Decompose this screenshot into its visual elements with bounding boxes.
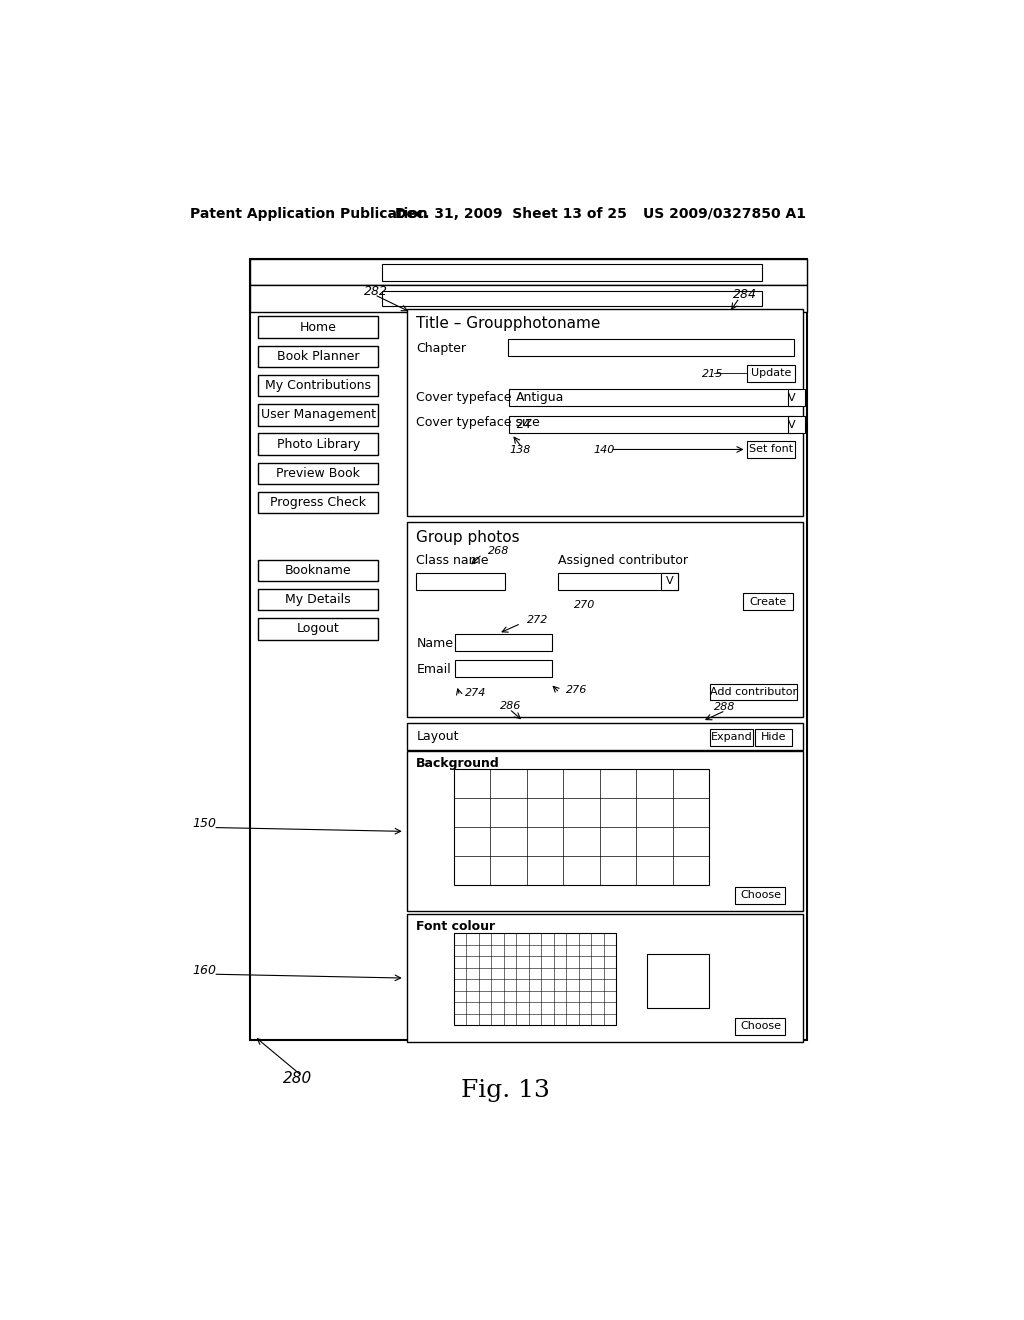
Text: Patent Application Publication: Patent Application Publication <box>190 207 428 220</box>
Bar <box>407 723 803 750</box>
Text: Preview Book: Preview Book <box>276 467 360 480</box>
Text: Layout: Layout <box>417 730 459 743</box>
Bar <box>258 462 378 484</box>
Text: 138: 138 <box>509 445 530 455</box>
Bar <box>647 954 710 1007</box>
Bar <box>258 433 378 455</box>
Text: 286: 286 <box>500 701 521 711</box>
Bar <box>509 389 793 407</box>
Text: 284: 284 <box>733 288 758 301</box>
Bar <box>710 684 797 701</box>
Text: Progress Check: Progress Check <box>270 496 367 510</box>
Bar <box>407 913 803 1043</box>
Text: Set font: Set font <box>750 445 794 454</box>
Text: Class name: Class name <box>417 554 488 566</box>
Bar <box>407 309 803 516</box>
Text: Cover typeface: Cover typeface <box>417 391 512 404</box>
Bar <box>258 560 378 581</box>
Text: 268: 268 <box>488 546 510 556</box>
Text: Font colour: Font colour <box>417 920 496 933</box>
Text: V: V <box>788 420 796 430</box>
Text: My Contributions: My Contributions <box>265 379 372 392</box>
Text: Bookname: Bookname <box>285 564 351 577</box>
Bar <box>382 264 762 281</box>
Bar <box>407 751 803 911</box>
Bar <box>258 618 378 640</box>
Text: Update: Update <box>751 368 792 379</box>
Text: Dec. 31, 2009  Sheet 13 of 25: Dec. 31, 2009 Sheet 13 of 25 <box>395 207 628 220</box>
Bar <box>742 594 793 610</box>
Bar <box>455 660 552 677</box>
Text: Group photos: Group photos <box>417 529 520 545</box>
Bar <box>382 290 762 306</box>
Text: 276: 276 <box>566 685 587 694</box>
Text: 150: 150 <box>193 817 216 830</box>
Bar <box>258 317 378 338</box>
Bar <box>251 285 807 313</box>
Bar <box>755 729 793 746</box>
Bar <box>662 573 678 590</box>
Text: 270: 270 <box>573 601 595 610</box>
Bar <box>710 729 753 746</box>
Bar <box>258 404 378 425</box>
Text: 280: 280 <box>283 1071 312 1086</box>
Text: Expand: Expand <box>711 733 753 742</box>
Text: 272: 272 <box>527 615 549 626</box>
Text: Email: Email <box>417 663 451 676</box>
Text: Chapter: Chapter <box>417 342 466 355</box>
Bar <box>258 375 378 396</box>
Bar <box>258 346 378 367</box>
Bar <box>454 933 616 1026</box>
Text: Title – Groupphotoname: Title – Groupphotoname <box>417 317 601 331</box>
Text: User Management: User Management <box>261 408 376 421</box>
Text: V: V <box>666 576 674 586</box>
Text: Create: Create <box>750 597 786 607</box>
Text: 274: 274 <box>465 688 486 698</box>
Bar <box>558 573 678 590</box>
Bar <box>748 441 796 458</box>
Bar <box>508 339 794 356</box>
Text: 282: 282 <box>365 285 388 298</box>
Text: Photo Library: Photo Library <box>276 437 359 450</box>
Text: 140: 140 <box>593 445 614 455</box>
Text: My Details: My Details <box>286 593 351 606</box>
Text: Home: Home <box>300 321 337 334</box>
Text: Hide: Hide <box>761 733 786 742</box>
Text: V: V <box>788 393 796 403</box>
Bar <box>787 389 805 407</box>
Text: Antigua: Antigua <box>515 391 564 404</box>
Bar <box>748 364 796 381</box>
Bar <box>735 887 785 904</box>
Bar <box>787 416 805 433</box>
Text: 215: 215 <box>702 370 724 379</box>
Text: Name: Name <box>417 638 454 649</box>
Bar <box>509 416 793 433</box>
Bar <box>258 589 378 610</box>
Text: 288: 288 <box>714 702 735 713</box>
Text: Assigned contributor: Assigned contributor <box>558 554 688 566</box>
Text: Choose: Choose <box>740 1022 781 1031</box>
Bar <box>454 770 710 884</box>
Text: Book Planner: Book Planner <box>278 350 359 363</box>
Text: Cover typeface size: Cover typeface size <box>417 416 540 429</box>
Text: Logout: Logout <box>297 622 340 635</box>
Text: 24: 24 <box>515 418 531 432</box>
Bar <box>455 635 552 651</box>
Bar <box>735 1018 785 1035</box>
Text: US 2009/0327850 A1: US 2009/0327850 A1 <box>643 207 806 220</box>
Bar <box>258 492 378 513</box>
Text: Add contributor: Add contributor <box>710 686 797 697</box>
Bar <box>251 259 807 1040</box>
Bar <box>251 259 807 285</box>
Text: Choose: Choose <box>740 890 781 900</box>
Text: 160: 160 <box>193 964 216 977</box>
Bar <box>407 521 803 717</box>
Text: Background: Background <box>417 758 500 770</box>
Bar <box>417 573 506 590</box>
Text: Fig. 13: Fig. 13 <box>461 1078 550 1102</box>
